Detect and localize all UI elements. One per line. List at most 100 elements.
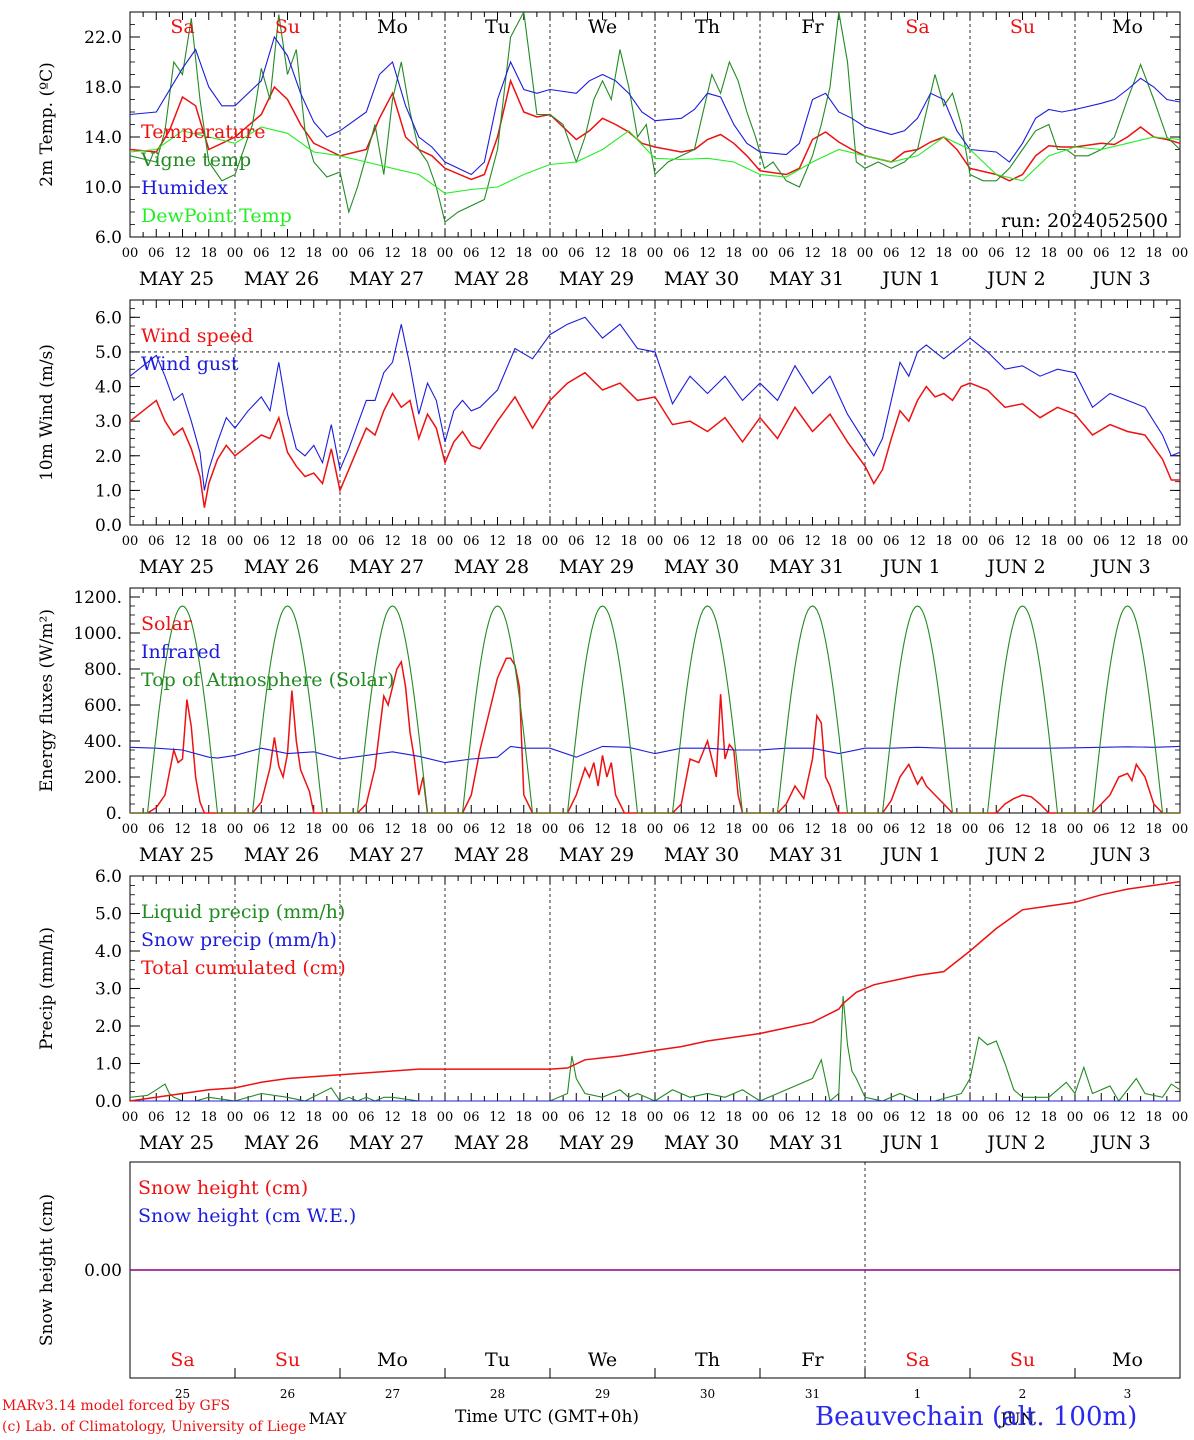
series-line-liquid-precip-mm-h- [129, 995, 1181, 1103]
hour-tick-label: 06 [1093, 534, 1110, 549]
y-tick-label: 0. [106, 804, 122, 824]
university-credit: (c) Lab. of Climatology, University of L… [2, 1419, 307, 1435]
hour-tick-label: 06 [673, 246, 690, 261]
hour-tick-label: 12 [279, 534, 296, 549]
hour-tick-label: 12 [279, 822, 296, 837]
hour-tick-label: 12 [1119, 246, 1136, 261]
weekday-label: Sa [905, 1349, 929, 1371]
hour-tick-label: 06 [883, 822, 900, 837]
date-label: JUN 2 [985, 268, 1045, 290]
hour-tick-label: 18 [305, 822, 322, 837]
date-label: MAY 25 [139, 268, 214, 290]
hour-tick-label: 12 [1119, 534, 1136, 549]
hour-tick-label: 06 [358, 534, 375, 549]
hour-tick-label: 12 [489, 822, 506, 837]
legend-entry: Snow height (cm W.E.) [138, 1205, 356, 1227]
legend-entry: Liquid precip (mm/h) [141, 901, 345, 923]
hour-tick-label: 12 [594, 822, 611, 837]
hour-tick-label: 00 [962, 534, 979, 549]
hour-tick-label: 00 [1067, 1110, 1084, 1125]
hour-tick-label: 06 [148, 822, 165, 837]
hour-tick-label: 12 [1119, 822, 1136, 837]
hour-tick-label: 18 [515, 534, 532, 549]
hour-tick-label: 06 [988, 1110, 1005, 1125]
hour-tick-label: 18 [200, 246, 217, 261]
panel-5 [129, 1161, 1181, 1379]
hour-tick-label: 12 [489, 1110, 506, 1125]
hour-tick-label: 00 [227, 534, 244, 549]
hour-tick-label: 18 [1145, 534, 1162, 549]
hour-tick-label: 00 [962, 822, 979, 837]
y-tick-label: 400. [84, 732, 122, 752]
hour-tick-label: 12 [699, 534, 716, 549]
hour-tick-label: 18 [515, 246, 532, 261]
hour-tick-label: 18 [935, 822, 952, 837]
hour-tick-label: 00 [332, 534, 349, 549]
hour-tick-label: 06 [358, 822, 375, 837]
model-credit: MARv3.14 model forced by GFS [2, 1398, 231, 1414]
hour-tick-label: 00 [437, 246, 454, 261]
hour-tick-label: 18 [410, 246, 427, 261]
hour-tick-label: 18 [935, 246, 952, 261]
hour-tick-label: 12 [174, 246, 191, 261]
hour-tick-label: 18 [935, 1110, 952, 1125]
hour-tick-label: 12 [804, 822, 821, 837]
date-label: MAY 26 [244, 268, 319, 290]
y-tick-label: 0.0 [95, 1092, 122, 1112]
hour-tick-label: 00 [752, 534, 769, 549]
y-tick-label: 5.0 [95, 905, 122, 925]
hour-tick-label: 06 [673, 534, 690, 549]
date-label: JUN 3 [1090, 844, 1150, 866]
panel-3 [129, 587, 1181, 814]
date-label: MAY 29 [559, 844, 634, 866]
series-line-wind-gust [129, 316, 1181, 491]
date-label: MAY 27 [349, 844, 424, 866]
y-tick-label: 200. [84, 768, 122, 788]
hour-tick-label: 00 [857, 1110, 874, 1125]
date-label: MAY 31 [769, 1132, 844, 1154]
hour-tick-label: 00 [1172, 534, 1189, 549]
date-label: MAY 29 [559, 556, 634, 578]
date-label: MAY 25 [139, 844, 214, 866]
time-axis-label: Time UTC (GMT+0h) [455, 1407, 640, 1427]
date-label: MAY 31 [769, 844, 844, 866]
hour-tick-label: 12 [804, 534, 821, 549]
month-label: JUN [999, 1409, 1035, 1428]
hour-tick-label: 12 [1014, 1110, 1031, 1125]
date-label: MAY 31 [769, 556, 844, 578]
hour-tick-label: 12 [279, 1110, 296, 1125]
hour-tick-label: 18 [725, 534, 742, 549]
hour-tick-label: 00 [1067, 822, 1084, 837]
hour-tick-label: 00 [962, 246, 979, 261]
hour-tick-label: 00 [752, 246, 769, 261]
hour-tick-label: 18 [410, 534, 427, 549]
hour-tick-label: 12 [384, 1110, 401, 1125]
hour-tick-label: 06 [883, 534, 900, 549]
series-line-wind-speed [129, 371, 1180, 508]
hour-tick-label: 12 [489, 246, 506, 261]
hour-tick-label: 18 [410, 822, 427, 837]
y-tick-label: 14.0 [84, 128, 122, 148]
hour-tick-label: 06 [568, 822, 585, 837]
hour-tick-label: 00 [437, 1110, 454, 1125]
y-tick-label: 6.0 [95, 228, 122, 248]
y-tick-label: 1.0 [95, 481, 122, 501]
hour-tick-label: 18 [830, 246, 847, 261]
hour-tick-label: 00 [857, 246, 874, 261]
y-axis-label: Snow height (cm) [37, 1194, 57, 1346]
hour-tick-label: 06 [988, 246, 1005, 261]
hour-tick-label: 06 [883, 1110, 900, 1125]
hour-tick-label: 18 [1040, 1110, 1057, 1125]
y-tick-label: 600. [84, 696, 122, 716]
panel-2 [129, 299, 1181, 526]
hour-tick-label: 00 [122, 822, 139, 837]
weekday-label: Sa [170, 16, 194, 38]
legend-entry: Wind speed [141, 325, 253, 347]
date-label: MAY 29 [559, 1132, 634, 1154]
hour-tick-label: 00 [227, 246, 244, 261]
day-number-label: 2 [1019, 1387, 1027, 1401]
date-label: MAY 29 [559, 268, 634, 290]
date-label: JUN 2 [985, 844, 1045, 866]
day-number-label: 3 [1124, 1387, 1132, 1401]
